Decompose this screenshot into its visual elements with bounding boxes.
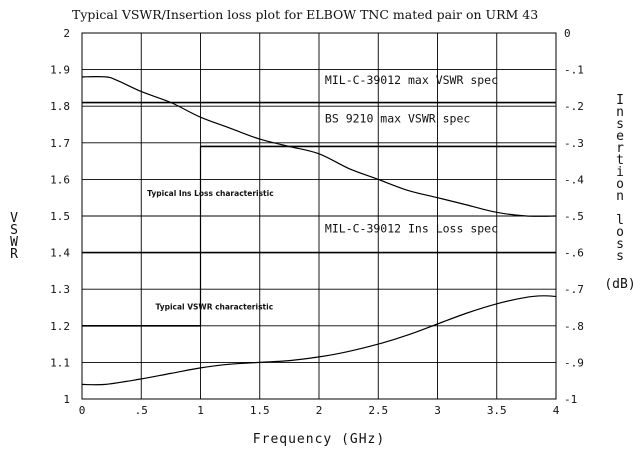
annotation-label: Typical VSWR characteristic — [155, 302, 273, 311]
y-tick-label: 1.3 — [50, 283, 70, 296]
x-tick-label: .5 — [135, 404, 148, 417]
axis-title-char: W — [10, 235, 18, 250]
y-tick-label: 1.9 — [50, 64, 70, 77]
tick-labels: 0 .5 1 1.5 2 2.5 3 3.5 4 1 1.1 1.2 1.3 1.4 1.5 1.6 1.7 1.… — [50, 27, 584, 417]
y-tick-label: 1.7 — [50, 137, 70, 150]
axis-title-char: i — [616, 165, 624, 180]
annotation-label: MIL-C-39012 Ins Loss spec — [325, 221, 498, 235]
y-tick-label: 1.5 — [50, 210, 70, 223]
annotation-label: BS 9210 max VSWR spec — [325, 112, 470, 126]
x-tick-label: 3.5 — [487, 404, 507, 417]
y-tick-label: 1.2 — [50, 320, 70, 333]
x-tick-label: 2.5 — [368, 404, 388, 417]
axis-title-char: e — [616, 129, 624, 144]
chart-title: Typical VSWR/Insertion loss plot for ELB… — [72, 7, 538, 22]
annotation-label: MIL-C-39012 max VSWR spec — [325, 73, 498, 87]
y2-tick-label: 0 — [564, 27, 571, 40]
y-tick-label: 1.1 — [50, 356, 70, 369]
y2-tick-label: -.8 — [564, 320, 584, 333]
series — [81, 76, 557, 386]
reference-lines — [82, 101, 556, 327]
axis-title-char: R — [10, 247, 18, 262]
y-tick-label: 2 — [63, 27, 70, 40]
y2-tick-label: -1 — [564, 393, 577, 406]
y2-tick-label: -.1 — [564, 64, 584, 77]
plot-frame — [81, 32, 557, 400]
y2-tick-label: -.7 — [564, 283, 584, 296]
axis-title-char: S — [10, 223, 18, 238]
axis-title-char: I — [616, 93, 624, 108]
axis-title-char: l — [616, 213, 624, 228]
grid — [82, 33, 556, 399]
x-tick-label: 3 — [434, 404, 441, 417]
y2-axis-unit: (dB) — [604, 277, 635, 292]
y2-tick-label: -.5 — [564, 210, 584, 223]
y-tick-label: 1.6 — [50, 173, 70, 186]
y-tick-label: 1.8 — [50, 100, 70, 113]
axis-title-char: o — [616, 177, 624, 192]
axis-title-char: s — [616, 117, 624, 132]
x-tick-label: 1.5 — [250, 404, 270, 417]
annotations: MIL-C-39012 max VSWR spec BS 9210 max VSW… — [147, 73, 498, 311]
y-tick-label: 1 — [63, 393, 70, 406]
x-tick-label: 1 — [197, 404, 204, 417]
series-line — [81, 76, 557, 217]
axis-title-char: n — [616, 189, 624, 204]
x-tick-label: 4 — [553, 404, 560, 417]
y-tick-label: 1.4 — [50, 247, 70, 260]
axis-title-char: t — [616, 153, 624, 168]
y2-tick-label: -.2 — [564, 100, 584, 113]
x-axis-title: Frequency (GHz) — [253, 432, 385, 447]
y2-tick-label: -.3 — [564, 137, 584, 150]
series-line — [81, 295, 557, 386]
axis-title-char: s — [616, 237, 624, 252]
x-tick-label: 0 — [79, 404, 86, 417]
y2-tick-label: -.9 — [564, 356, 584, 369]
y2-tick-label: -.4 — [564, 173, 584, 186]
axis-title-char: V — [10, 211, 18, 226]
axis-title-char: s — [616, 249, 624, 264]
axis-title-char: r — [616, 141, 624, 156]
annotation-label: Typical Ins Loss characteristic — [147, 189, 273, 198]
y2-tick-label: -.6 — [564, 247, 584, 260]
x-tick-label: 2 — [316, 404, 323, 417]
axis-title-char: o — [616, 225, 624, 240]
axis-title-char: n — [616, 105, 624, 120]
